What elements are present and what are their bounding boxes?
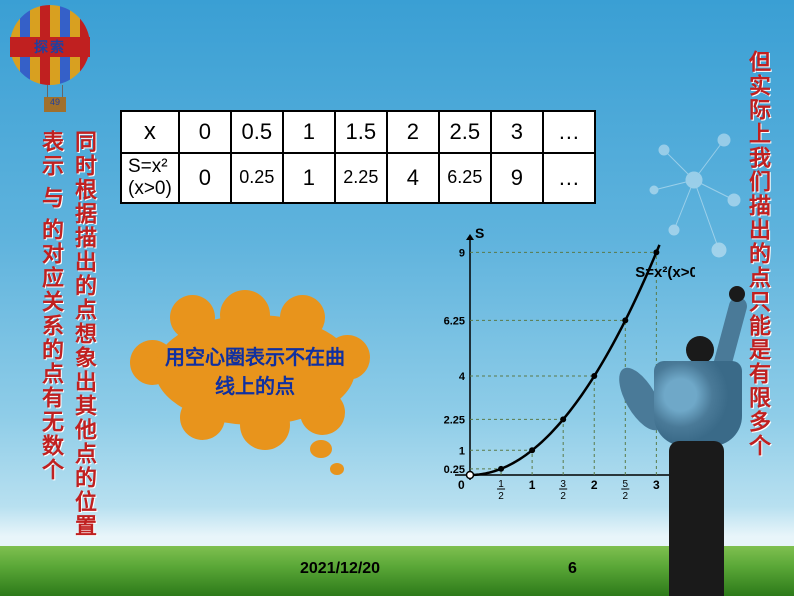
balloon-basket-num: 49 <box>44 97 66 107</box>
balloon-decoration: 探索 49 <box>10 5 100 125</box>
svg-text:4: 4 <box>459 371 466 383</box>
vertical-text-left1: 表示 与 的对应关系的点有无数个 <box>35 130 67 482</box>
cloud-tail-2 <box>330 463 344 475</box>
th-7: … <box>543 111 595 153</box>
svg-text:1: 1 <box>498 479 504 490</box>
svg-text:5: 5 <box>623 479 629 490</box>
svg-text:2: 2 <box>591 478 598 492</box>
svg-text:6.25: 6.25 <box>444 315 465 327</box>
svg-text:2: 2 <box>498 491 504 502</box>
svg-text:0: 0 <box>458 478 465 492</box>
footer-date: 2021/12/20 <box>300 560 380 578</box>
balloon-title: 探索 <box>10 37 90 57</box>
th-5: 2.5 <box>439 111 491 153</box>
person-silhouette <box>634 336 744 596</box>
td-3: 2.25 <box>335 153 387 203</box>
network-decoration <box>634 80 754 280</box>
th-0: 0 <box>179 111 231 153</box>
th-4: 2 <box>387 111 439 153</box>
th-1: 0.5 <box>231 111 283 153</box>
td-1: 0.25 <box>231 153 283 203</box>
table-data-row: S=x²(x>0) 0 0.25 1 2.25 4 6.25 9 … <box>121 153 595 203</box>
vertical-text-left2: 同时根据描出的点想象出其他点的位置 <box>68 130 100 538</box>
td-7: … <box>543 153 595 203</box>
td-4: 4 <box>387 153 439 203</box>
svg-text:9: 9 <box>459 247 465 259</box>
data-table: x 0 0.5 1 1.5 2 2.5 3 … S=x²(x>0) 0 0.25… <box>120 110 596 204</box>
cloud-text: 用空心圈表示不在曲线上的点 <box>155 315 355 425</box>
svg-text:2: 2 <box>623 491 629 502</box>
td-0: 0 <box>179 153 231 203</box>
td-2: 1 <box>283 153 335 203</box>
svg-text:1: 1 <box>459 445 465 457</box>
cloud-tail-1 <box>310 440 332 458</box>
table-header-row: x 0 0.5 1 1.5 2 2.5 3 … <box>121 111 595 153</box>
balloon-envelope: 探索 <box>10 5 90 85</box>
svg-text:3: 3 <box>560 479 566 490</box>
svg-text:2: 2 <box>560 491 566 502</box>
td-5: 6.25 <box>439 153 491 203</box>
svg-text:2.25: 2.25 <box>444 414 465 426</box>
td-formula: S=x²(x>0) <box>121 153 179 203</box>
balloon-basket: 49 <box>44 97 66 112</box>
th-6: 3 <box>491 111 543 153</box>
th-3: 1.5 <box>335 111 387 153</box>
footer-page: 6 <box>568 560 577 578</box>
speech-cloud: 用空心圈表示不在曲线上的点 <box>140 300 370 440</box>
svg-text:1: 1 <box>529 478 536 492</box>
th-2: 1 <box>283 111 335 153</box>
th-x: x <box>121 111 179 153</box>
svg-text:0.25: 0.25 <box>444 464 465 476</box>
svg-text:S: S <box>475 225 484 241</box>
td-6: 9 <box>491 153 543 203</box>
